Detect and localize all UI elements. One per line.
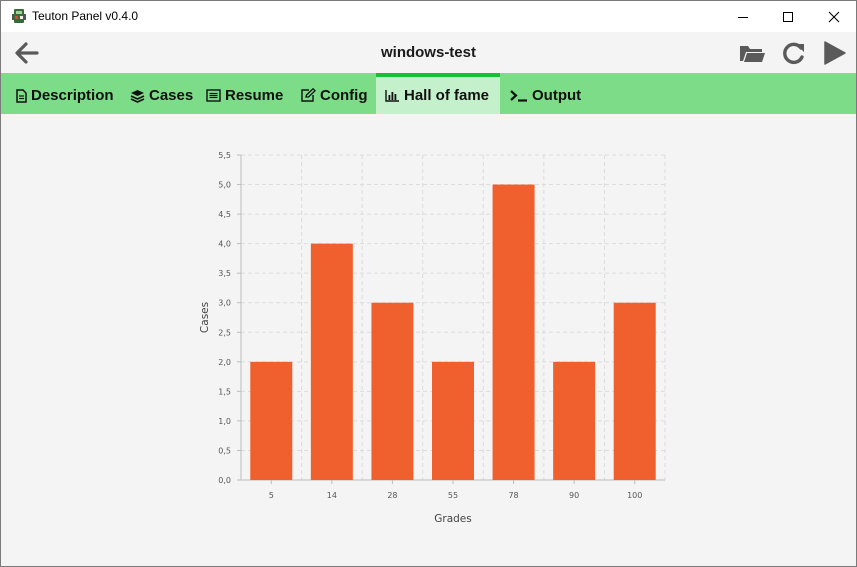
y-tick-label: 3,5	[218, 269, 231, 278]
minimize-button[interactable]	[720, 1, 766, 32]
bar-grade-5	[250, 361, 293, 480]
y-tick-label: 0,0	[218, 476, 231, 485]
bar-grade-90	[553, 361, 596, 480]
tab-config[interactable]: Config	[300, 73, 367, 114]
x-tick-label: 90	[569, 491, 579, 500]
bar-chart-icon	[385, 90, 399, 102]
app-icon	[12, 9, 26, 23]
close-icon	[828, 11, 840, 22]
y-tick-label: 4,5	[218, 210, 231, 219]
app-header: windows-test	[0, 32, 857, 73]
y-tick-label: 1,5	[218, 387, 231, 396]
tab-description-label: Description	[31, 87, 114, 104]
x-tick-label: 28	[387, 491, 397, 500]
tab-resume[interactable]: Resume	[206, 73, 283, 114]
file-icon	[16, 88, 27, 103]
x-tick-label: 14	[327, 491, 337, 500]
tab-output[interactable]: Output	[509, 73, 581, 114]
x-tick-label: 78	[508, 491, 518, 500]
y-tick-label: 4,0	[218, 240, 231, 249]
back-arrow-icon[interactable]	[14, 41, 40, 65]
maximize-icon	[783, 11, 793, 22]
y-tick-label: 3,0	[218, 299, 231, 308]
window-titlebar: Teuton Panel v0.4.0	[0, 0, 857, 32]
bar-grade-55	[432, 361, 474, 480]
tab-cases-label: Cases	[149, 87, 194, 104]
y-tick-label: 5,5	[218, 151, 231, 160]
reload-icon[interactable]	[780, 40, 808, 66]
bar-grade-14	[310, 243, 353, 480]
window-title: Teuton Panel v0.4.0	[32, 9, 139, 23]
maximize-button[interactable]	[765, 1, 811, 32]
list-icon	[206, 89, 221, 102]
y-tick-label: 2,0	[218, 358, 231, 367]
folder-open-icon[interactable]	[738, 40, 766, 66]
y-tick-label: 1,0	[218, 417, 231, 426]
x-axis-title: Grades	[434, 513, 471, 525]
x-tick-label: 55	[448, 491, 458, 500]
x-tick-label: 100	[627, 491, 642, 500]
y-axis-title: Cases	[199, 302, 211, 333]
tab-resume-label: Resume	[225, 87, 284, 104]
hall-of-fame-panel: 0,0 0,5 1,0 1,5 2,0 2,5 3,0 3,5 4,0 4,5 5,0 5,5 5 14 2…	[0, 114, 857, 567]
tab-output-label: Output	[532, 87, 582, 104]
tab-hall-of-fame-label: Hall of fame	[404, 87, 490, 104]
edit-icon	[301, 88, 316, 102]
tab-hall-of-fame[interactable]: Hall of fame	[376, 73, 500, 114]
layers-icon	[130, 89, 145, 103]
x-tick-label: 5	[269, 491, 274, 500]
tab-description[interactable]: Description	[16, 73, 114, 114]
close-button[interactable]	[811, 1, 857, 32]
bar-grade-78	[492, 184, 535, 480]
page-title: windows-test	[380, 44, 476, 61]
y-tick-label: 2,5	[218, 328, 231, 337]
play-icon[interactable]	[821, 40, 849, 66]
tab-config-label: Config	[320, 87, 368, 104]
y-tick-label: 0,5	[218, 446, 231, 455]
hall-of-fame-bar-chart: 0,0 0,5 1,0 1,5 2,0 2,5 3,0 3,5 4,0 4,5 5,0 5,5 5 14 2…	[199, 151, 666, 525]
y-tick-label: 5,0	[218, 181, 231, 190]
tab-bar: Description Cases Resume Config	[0, 73, 857, 114]
terminal-icon	[510, 90, 527, 102]
bar-grade-28	[371, 302, 414, 480]
tab-cases[interactable]: Cases	[130, 73, 193, 114]
bar-grade-100	[613, 302, 656, 480]
minimize-icon	[738, 16, 748, 18]
